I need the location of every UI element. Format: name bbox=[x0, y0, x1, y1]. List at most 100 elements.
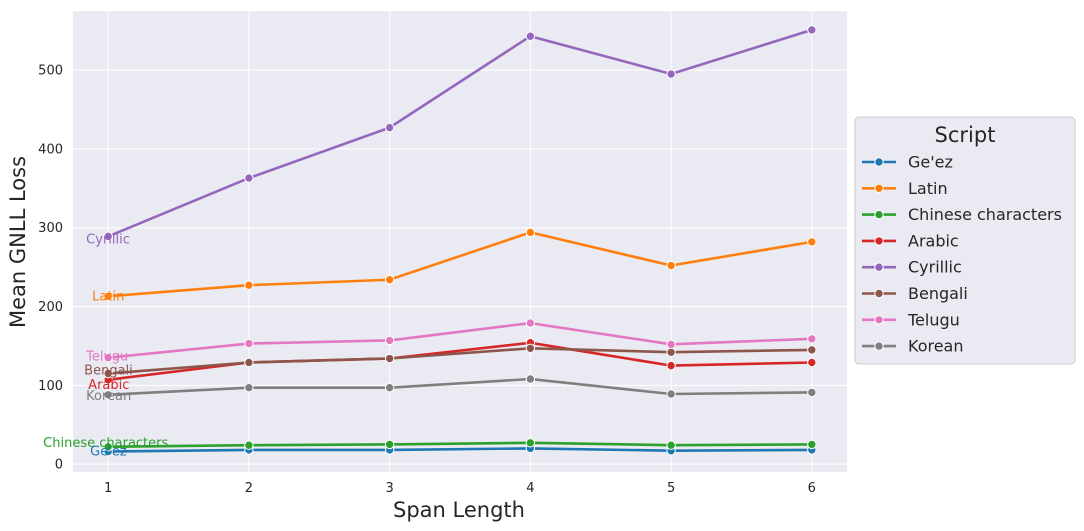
legend-swatch-marker bbox=[874, 315, 884, 325]
legend-item: Arabic bbox=[862, 231, 959, 250]
data-point bbox=[244, 173, 254, 183]
data-point bbox=[525, 374, 536, 384]
series-lines bbox=[103, 25, 817, 457]
data-point bbox=[384, 353, 395, 364]
series-annotation-label: Korean bbox=[86, 389, 131, 404]
plot-area-background bbox=[73, 11, 847, 472]
x-tick-label: 5 bbox=[667, 481, 675, 496]
legend-label: Bengali bbox=[908, 284, 968, 303]
data-point bbox=[384, 382, 395, 393]
data-point bbox=[807, 237, 817, 247]
legend-item: Cyrillic bbox=[862, 258, 962, 277]
legend-frame bbox=[854, 116, 1076, 365]
data-point bbox=[525, 343, 536, 353]
data-point bbox=[807, 439, 817, 450]
data-point bbox=[103, 442, 113, 452]
series-line bbox=[106, 377, 814, 397]
data-point bbox=[384, 439, 395, 450]
data-point bbox=[103, 368, 113, 379]
data-point bbox=[666, 69, 676, 79]
legend-label: Telugu bbox=[907, 310, 960, 329]
legend-item: Latin bbox=[862, 179, 948, 198]
data-point bbox=[807, 345, 817, 355]
data-point bbox=[525, 438, 536, 448]
data-point bbox=[384, 335, 395, 346]
y-tick-label: 200 bbox=[38, 300, 63, 315]
data-point bbox=[244, 338, 254, 349]
series-annotation-label: Telugu bbox=[85, 350, 128, 365]
x-tick-label: 4 bbox=[526, 481, 534, 496]
data-point bbox=[244, 382, 254, 393]
series-korean bbox=[103, 374, 817, 400]
legend-item: Telugu bbox=[862, 310, 960, 329]
legend: Script Ge'ez Latin Chinese characters Arabi… bbox=[854, 116, 1076, 365]
legend-label: Korean bbox=[908, 337, 964, 356]
x-tick-label: 3 bbox=[385, 481, 393, 496]
data-point bbox=[103, 291, 113, 301]
data-point bbox=[666, 339, 676, 350]
x-tick-labels: 1 2 3 4 5 6 bbox=[104, 481, 816, 496]
data-point bbox=[666, 440, 676, 450]
data-point bbox=[103, 353, 113, 363]
legend-label: Arabic bbox=[908, 231, 959, 250]
data-point bbox=[525, 227, 536, 238]
series-line bbox=[106, 447, 814, 453]
series-telugu bbox=[103, 318, 817, 363]
data-point bbox=[807, 25, 817, 35]
data-point bbox=[807, 357, 817, 368]
legend-title: Script bbox=[935, 123, 996, 147]
series-line bbox=[106, 28, 814, 238]
data-point bbox=[244, 440, 254, 450]
series-line bbox=[106, 441, 814, 449]
data-point bbox=[807, 334, 817, 344]
legend-swatch-marker bbox=[874, 209, 884, 220]
legend-swatch-marker bbox=[874, 183, 884, 194]
data-point bbox=[384, 275, 395, 285]
series-latin bbox=[103, 227, 817, 301]
series-annotation-label: Ge'ez bbox=[90, 445, 127, 460]
legend-item: Ge'ez bbox=[862, 153, 953, 172]
data-point bbox=[666, 347, 676, 357]
legend-swatch-marker bbox=[874, 262, 884, 272]
legend-label: Cyrillic bbox=[908, 258, 962, 277]
y-tick-label: 0 bbox=[55, 458, 63, 473]
data-point bbox=[666, 389, 676, 399]
x-tick-label: 1 bbox=[104, 481, 112, 496]
x-tick-label: 2 bbox=[245, 481, 253, 496]
data-point bbox=[244, 357, 254, 368]
x-axis-title: Span Length bbox=[393, 498, 525, 522]
series-annotation-label: Arabic bbox=[88, 378, 129, 393]
series-annotation-label: Latin bbox=[92, 289, 124, 304]
series-annotation-label: Bengali bbox=[84, 363, 133, 378]
y-tick-label: 300 bbox=[38, 221, 63, 236]
data-point bbox=[666, 360, 676, 371]
series-bengali bbox=[103, 343, 817, 379]
y-axis-title: Mean GNLL Loss bbox=[6, 156, 30, 328]
y-tick-labels: 0 100 200 300 400 500 bbox=[38, 64, 63, 473]
y-tick-label: 500 bbox=[38, 64, 63, 79]
data-point bbox=[807, 387, 817, 398]
legend-label: Chinese characters bbox=[908, 205, 1062, 224]
legend-item: Korean bbox=[862, 337, 964, 356]
data-point bbox=[244, 280, 254, 290]
x-tick-label: 6 bbox=[808, 481, 816, 496]
series-annotation-label: Cyrillic bbox=[86, 232, 130, 247]
data-point bbox=[103, 390, 113, 400]
legend-swatch-marker bbox=[874, 157, 884, 167]
series-chinese-characters bbox=[103, 438, 817, 452]
data-point bbox=[525, 318, 536, 328]
data-point bbox=[525, 31, 536, 41]
legend-item: Chinese characters bbox=[862, 205, 1062, 224]
data-point bbox=[666, 260, 676, 271]
data-point bbox=[384, 122, 395, 133]
y-tick-label: 400 bbox=[38, 142, 63, 157]
series-line bbox=[106, 321, 814, 360]
y-tick-label: 100 bbox=[38, 379, 63, 394]
legend-label: Latin bbox=[908, 179, 948, 198]
legend-swatch-marker bbox=[874, 288, 884, 299]
series-cyrillic bbox=[103, 25, 817, 242]
series-annotation-label: Chinese characters bbox=[43, 436, 168, 451]
legend-swatch-marker bbox=[874, 341, 884, 351]
